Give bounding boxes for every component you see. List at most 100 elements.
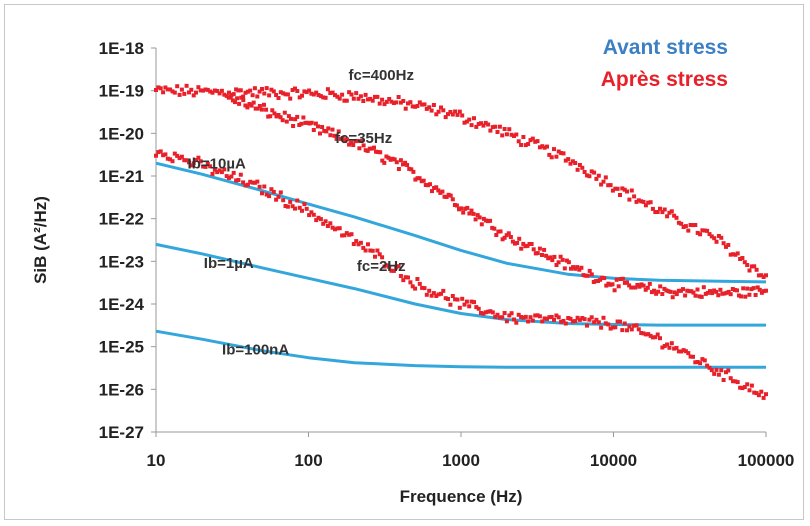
- data-point: [432, 186, 437, 190]
- data-point: [719, 235, 724, 240]
- data-point: [387, 265, 392, 269]
- data-point: [639, 199, 644, 204]
- data-point: [731, 379, 735, 384]
- data-point: [288, 96, 293, 101]
- data-point: [446, 192, 451, 197]
- data-point: [347, 90, 352, 95]
- data-point: [556, 260, 561, 265]
- data-point: [700, 228, 705, 233]
- data-point: [391, 101, 396, 105]
- data-point: [369, 146, 374, 151]
- data-point: [271, 189, 276, 194]
- data-point: [583, 273, 588, 278]
- data-point: [664, 288, 669, 293]
- data-point: [517, 236, 522, 241]
- data-point: [460, 113, 465, 118]
- data-point: [336, 129, 341, 134]
- data-point: [545, 316, 549, 321]
- data-point: [373, 254, 377, 259]
- data-point: [641, 283, 646, 288]
- data-point: [498, 229, 503, 234]
- data-point: [472, 116, 476, 121]
- data-point: [356, 242, 361, 247]
- data-point: [280, 118, 285, 123]
- data-point: [476, 306, 481, 311]
- data-point: [695, 360, 700, 364]
- data-point: [542, 247, 547, 252]
- data-point: [410, 104, 415, 109]
- data-point: [237, 101, 242, 106]
- data-point: [698, 361, 703, 366]
- data-point: [634, 199, 639, 204]
- y-tick-label: 1E-21: [99, 167, 144, 186]
- data-point: [340, 233, 345, 238]
- data-point: [168, 87, 173, 92]
- data-point: [761, 395, 766, 400]
- data-point: [322, 128, 327, 133]
- data-point: [585, 323, 589, 328]
- data-point: [212, 88, 217, 93]
- data-point: [547, 315, 552, 320]
- data-point: [295, 198, 300, 203]
- data-point: [351, 96, 356, 101]
- data-point: [716, 234, 721, 238]
- data-point: [754, 391, 759, 396]
- data-point: [450, 112, 455, 117]
- data-point: [278, 115, 283, 120]
- data-point: [300, 208, 304, 213]
- data-point: [537, 246, 542, 251]
- avant-stress-curve-1: [155, 242, 766, 327]
- data-point: [507, 313, 512, 318]
- data-point: [549, 315, 554, 319]
- data-point: [737, 293, 741, 298]
- data-point: [580, 316, 585, 320]
- data-point: [182, 158, 187, 163]
- data-point: [728, 292, 733, 297]
- data-point: [201, 164, 206, 169]
- data-point: [401, 278, 406, 283]
- data-point: [340, 136, 345, 140]
- data-point: [205, 87, 210, 92]
- data-point: [707, 365, 712, 370]
- data-point: [295, 89, 300, 93]
- data-point: [175, 84, 180, 89]
- data-point: [561, 318, 566, 323]
- data-point: [608, 326, 613, 331]
- data-point: [413, 104, 418, 109]
- data-point: [716, 372, 721, 377]
- data-point: [288, 199, 293, 204]
- data-point: [622, 280, 627, 285]
- data-point: [530, 318, 535, 323]
- data-point: [448, 302, 453, 307]
- data-point: [238, 88, 243, 93]
- data-point: [222, 167, 227, 172]
- data-point: [198, 88, 203, 93]
- apres-stress-series-3: [154, 83, 768, 279]
- data-point: [351, 242, 356, 246]
- data-point: [403, 275, 408, 280]
- data-point: [179, 154, 184, 159]
- data-point: [325, 87, 330, 92]
- data-point: [441, 288, 446, 293]
- data-point: [613, 186, 618, 191]
- data-point: [293, 86, 297, 91]
- data-point: [189, 163, 194, 168]
- data-point: [422, 286, 427, 291]
- data-point: [363, 248, 368, 253]
- data-point: [761, 275, 766, 279]
- data-point: [321, 95, 326, 100]
- data-point: [377, 101, 382, 106]
- data-point: [290, 88, 295, 92]
- data-point: [252, 86, 257, 91]
- data-point: [198, 159, 203, 164]
- data-point: [351, 143, 356, 147]
- data-point: [726, 289, 731, 294]
- data-point: [434, 185, 439, 190]
- data-point: [528, 315, 533, 320]
- data-point: [219, 88, 224, 93]
- data-point: [359, 139, 364, 143]
- x-tick-label: 10: [147, 451, 166, 470]
- data-point: [307, 213, 312, 218]
- data-point: [483, 310, 488, 315]
- data-point: [368, 96, 373, 101]
